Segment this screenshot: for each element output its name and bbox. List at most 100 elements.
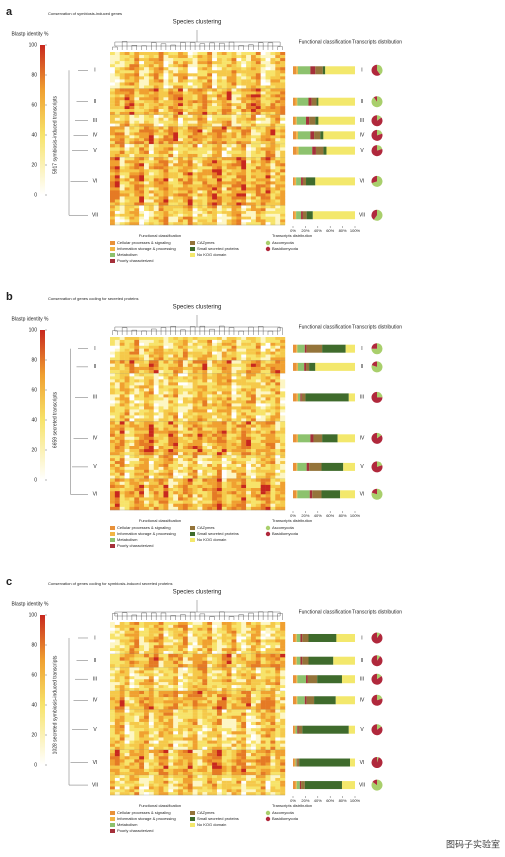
heatmap-cell [187, 64, 193, 68]
heatmap-cell [255, 166, 261, 170]
heatmap-cell [216, 503, 223, 508]
heatmap-cell [168, 506, 174, 511]
heatmap-cell [270, 348, 276, 352]
heatmap-cell [241, 624, 247, 629]
heatmap-cell [158, 651, 164, 655]
heatmap-cell [153, 436, 159, 441]
heatmap-cell [270, 178, 276, 182]
heatmap-cell [168, 337, 174, 341]
heatmap-cell [197, 424, 203, 428]
heatmap-cell [163, 222, 169, 226]
heatmap-cell [182, 166, 188, 170]
heatmap-cell [260, 436, 266, 441]
heatmap-cell [187, 169, 193, 173]
heatmap-cell [139, 388, 145, 392]
heatmap-cell [182, 160, 188, 164]
heatmap-cell [139, 103, 145, 107]
heatmap-cell [255, 503, 261, 508]
pie-slice [371, 632, 383, 644]
heatmap-cell [207, 82, 213, 86]
heatmap-cell [246, 363, 252, 368]
heatmap-cell [197, 208, 203, 212]
heatmap-cell [246, 394, 252, 398]
heatmap-cell [182, 466, 188, 471]
heatmap-cell [216, 660, 223, 665]
heatmap-cell [241, 491, 247, 495]
heatmap-cell [221, 357, 227, 361]
heatmap-cell [241, 379, 247, 383]
heatmap-cell [124, 58, 130, 62]
heatmap-cell [148, 391, 154, 395]
bar-segment [311, 97, 317, 106]
heatmap-cell [168, 216, 174, 220]
legend-swatch [190, 532, 195, 536]
heatmap-cell [250, 160, 257, 164]
heatmap-cell [246, 645, 252, 649]
legend-swatch [110, 532, 115, 536]
heatmap-cell [265, 196, 271, 200]
heatmap-cell [250, 97, 257, 101]
heatmap-cell [226, 424, 232, 428]
heatmap-cell [144, 190, 150, 194]
heatmap-cell [212, 376, 218, 380]
heatmap-cell [265, 79, 271, 83]
heatmap-cell [168, 76, 174, 80]
heatmap-cell [114, 123, 120, 127]
heatmap-cell [250, 55, 257, 59]
heatmap-cell [144, 458, 150, 462]
cluster-label: VI [93, 179, 98, 185]
heatmap-cell [221, 348, 227, 352]
heatmap-cell [158, 166, 164, 170]
heatmap-cell [110, 415, 116, 419]
heatmap-cell [221, 100, 227, 104]
heatmap-cell [241, 360, 247, 364]
heatmap-cell [275, 169, 281, 173]
bar-segment [308, 97, 312, 106]
heatmap-cell [192, 91, 198, 95]
heatmap-cell [124, 144, 130, 148]
heatmap-cell [173, 337, 179, 341]
bar-segment [296, 131, 298, 140]
heatmap-cell [192, 385, 198, 389]
heatmap-cell [250, 117, 257, 121]
heatmap-cell [216, 409, 223, 413]
heatmap-cell [173, 439, 179, 444]
heatmap-cell [163, 357, 169, 361]
heatmap-cell [275, 363, 281, 368]
heatmap-cell [158, 135, 164, 139]
heatmap-cell [241, 132, 247, 136]
heatmap-cell [153, 406, 159, 410]
heatmap-cell [265, 337, 271, 341]
heatmap-cell [129, 400, 135, 404]
bar-segment [293, 66, 297, 75]
heatmap-cell [129, 363, 135, 368]
heatmap-cell [226, 394, 232, 398]
heatmap-cell [178, 52, 184, 56]
heatmap-cell [241, 73, 247, 77]
heatmap-cell [139, 216, 145, 220]
heatmap-cell [192, 103, 198, 107]
heatmap-cell [231, 385, 237, 389]
heatmap-cell [260, 64, 266, 68]
heatmap-cell [280, 472, 286, 476]
heatmap-cell [236, 452, 242, 456]
heatmap-cell [221, 466, 227, 471]
heatmap-cell [197, 622, 203, 626]
heatmap-cell [158, 147, 164, 151]
heatmap-cell [129, 345, 135, 349]
heatmap-cell [173, 466, 179, 471]
heatmap-cell [187, 97, 193, 101]
heatmap-cell [275, 339, 281, 344]
heatmap-cell [216, 391, 223, 395]
cluster-label: IV [93, 133, 98, 139]
heatmap-cell [187, 55, 193, 59]
heatmap-cell [236, 61, 242, 65]
heatmap-cell [280, 382, 286, 386]
heatmap-cell [265, 363, 271, 368]
heatmap-cell [110, 439, 116, 444]
heatmap-cell [236, 100, 242, 104]
heatmap-cell [192, 497, 198, 501]
heatmap-cell [226, 478, 232, 482]
heatmap-cell [255, 664, 261, 668]
heatmap-cell [158, 494, 164, 498]
